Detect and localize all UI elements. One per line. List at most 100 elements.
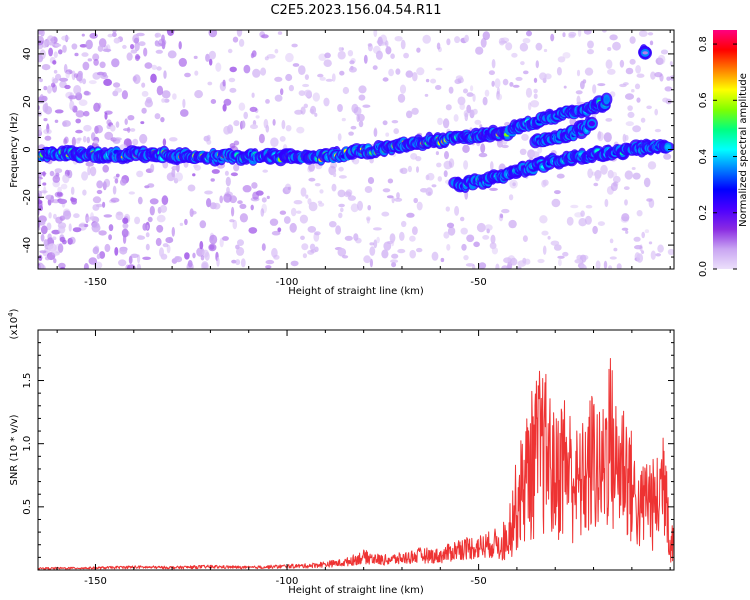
spectrogram-cell [319, 76, 326, 81]
spectrogram-cell [358, 85, 367, 94]
spectrogram-cell [331, 183, 337, 192]
spectrogram-cell [42, 171, 46, 177]
spectrogram-cell [600, 164, 608, 175]
spectrogram-cell [582, 79, 587, 84]
spectrogram-cell [314, 246, 319, 253]
spectrogram-cell [204, 190, 213, 195]
spectrogram-cell [166, 172, 176, 182]
spectrogram-cell [623, 186, 630, 191]
spectrogram-cell [337, 247, 347, 257]
spectrogram-cell [108, 234, 112, 241]
spectrogram-cell [118, 259, 127, 267]
spectrogram-cell [53, 213, 57, 220]
spectrogram-cell [310, 105, 317, 115]
spectrogram-cell [179, 222, 184, 226]
spectrogram-cell [466, 92, 474, 97]
spectrogram-cell [385, 46, 392, 55]
spectrogram-cell [638, 30, 648, 37]
spectrogram-cell [266, 195, 270, 200]
spectrogram-cell [73, 73, 79, 78]
spectrogram-cell [103, 78, 112, 86]
spectrogram-cell [472, 93, 476, 102]
spectrogram-cell [602, 30, 607, 33]
spectrogram-cell [554, 190, 561, 195]
spectrogram-cell [303, 103, 308, 109]
spectrogram-cell [463, 88, 468, 94]
spectrogram-cell [47, 233, 52, 240]
spectrogram-cell [551, 198, 561, 208]
spectrogram-cell [69, 236, 76, 245]
spectrogram-cell [654, 72, 663, 78]
spectrogram-cell [400, 167, 408, 174]
spectrogram-cell [88, 80, 97, 85]
spectrogram-cell [337, 104, 343, 112]
y-tick-label: 1.5 [22, 373, 33, 389]
spectrogram-cell [496, 93, 503, 101]
spectrogram-cell [664, 86, 673, 92]
snr-panel: -150 -100 -50 0.5 1.0 1.5 Height of straight… [7, 308, 675, 596]
spectrogram-cell [206, 198, 212, 208]
spectrogram-cell [285, 73, 293, 82]
spectrogram-cell [232, 36, 239, 43]
spectrogram-cell [593, 182, 599, 187]
spectrogram-cell [542, 245, 547, 255]
spectrogram-cell [482, 235, 490, 240]
spectrogram-cell [142, 256, 152, 260]
spectrogram-cell [307, 226, 317, 233]
spectrogram-cell [82, 135, 87, 143]
colorbar: 0.0 0.2 0.4 0.6 0.8 Normalized spectral ampl… [698, 30, 749, 277]
spectrogram-cell [613, 247, 618, 252]
spectrogram-cell [406, 110, 413, 119]
spectrogram-cell [647, 161, 657, 170]
spectrogram-cell [539, 72, 547, 81]
spectrogram-cell [151, 64, 158, 70]
spectrogram-cell [399, 231, 405, 241]
spectrogram-cell [338, 203, 345, 208]
spectrogram-cell [372, 65, 378, 70]
spectrogram-cell [435, 85, 442, 90]
y-tick-label: -40 [22, 237, 33, 253]
spectrogram-cell [522, 235, 528, 243]
spectrogram-cell [133, 37, 140, 44]
spectrogram-cell [422, 34, 432, 44]
spectrogram-cell [308, 177, 316, 182]
spectrogram-cell [216, 257, 220, 267]
spectrogram-cell [390, 259, 399, 264]
spectrogram-cell [437, 176, 442, 182]
spectrogram-cell [222, 79, 226, 87]
spectrogram-cell [207, 81, 213, 86]
spectrogram-cell [137, 196, 143, 205]
spectrogram-cell [63, 138, 67, 145]
spectrogram-cell [363, 54, 368, 64]
spectrogram-cell [56, 191, 63, 197]
spectrogram-cell [308, 162, 315, 172]
spectrogram-cell [508, 194, 514, 201]
spectrogram-cell [167, 50, 177, 59]
x-tick-label: -150 [84, 576, 107, 587]
spectrogram-cell [53, 51, 58, 58]
spectrogram-cell [171, 226, 175, 237]
spectrogram-cell [308, 201, 318, 212]
spectrogram-cell [130, 49, 138, 54]
spectrogram-cell [300, 187, 307, 197]
spectrogram-cell [443, 170, 448, 178]
spectrogram-cell [38, 126, 42, 134]
snr-frame [37, 329, 675, 571]
spectrogram-cell [222, 236, 229, 241]
spectrogram-cell [466, 234, 475, 243]
colorbar-tick-label: 0.6 [698, 92, 709, 108]
snr-series-line [38, 358, 674, 570]
spectrogram-cell [292, 63, 300, 67]
spectrogram-cell [613, 181, 619, 187]
spectrogram-cell [290, 260, 299, 267]
spectrogram-cell [130, 44, 135, 50]
spectrogram-cell [154, 113, 161, 120]
x-tick-label: -50 [470, 277, 486, 288]
spectrogram-cell [156, 85, 164, 96]
spectrogram-cell [647, 32, 654, 36]
spectrogram-cell [50, 82, 56, 88]
snr-background [38, 330, 674, 570]
spectrogram-cell [576, 69, 581, 77]
spectrogram-cell [265, 124, 270, 133]
spectrogram-cell [382, 77, 389, 82]
